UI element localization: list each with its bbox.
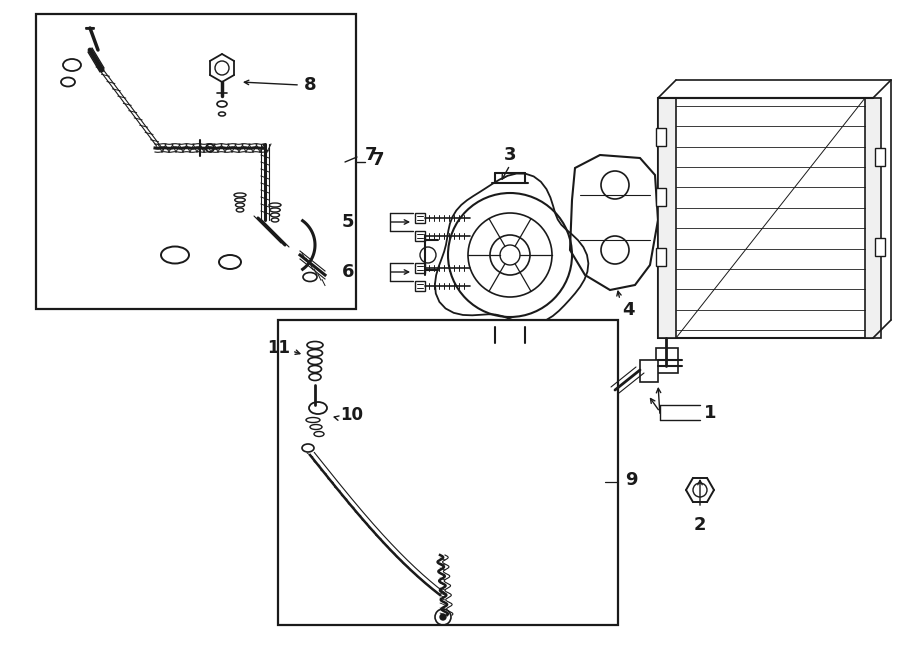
Bar [658, 98, 676, 338]
Text: 7: 7 [365, 146, 377, 164]
Bar [415, 281, 425, 291]
Text: 5: 5 [341, 213, 354, 231]
Bar [875, 238, 885, 256]
Bar [415, 213, 425, 223]
Text: 6: 6 [341, 263, 354, 281]
Bar [415, 231, 425, 241]
Bar [36, 14, 356, 309]
Text: 2: 2 [694, 516, 706, 534]
Text: 3: 3 [504, 146, 517, 164]
Bar [278, 320, 618, 625]
Text: 8: 8 [304, 76, 317, 94]
Bar [415, 263, 425, 273]
Bar [640, 360, 658, 382]
Bar [658, 98, 873, 338]
Text: 11: 11 [267, 339, 290, 357]
Bar [656, 348, 678, 373]
Circle shape [440, 614, 446, 620]
Bar [656, 128, 666, 146]
Text: 4: 4 [622, 301, 634, 319]
Bar [656, 188, 666, 206]
Text: 9: 9 [625, 471, 637, 489]
Bar [865, 98, 881, 338]
Text: 10: 10 [340, 406, 363, 424]
Text: 1: 1 [704, 404, 716, 422]
Bar [875, 148, 885, 166]
Bar [656, 248, 666, 266]
Text: 7: 7 [372, 151, 384, 169]
